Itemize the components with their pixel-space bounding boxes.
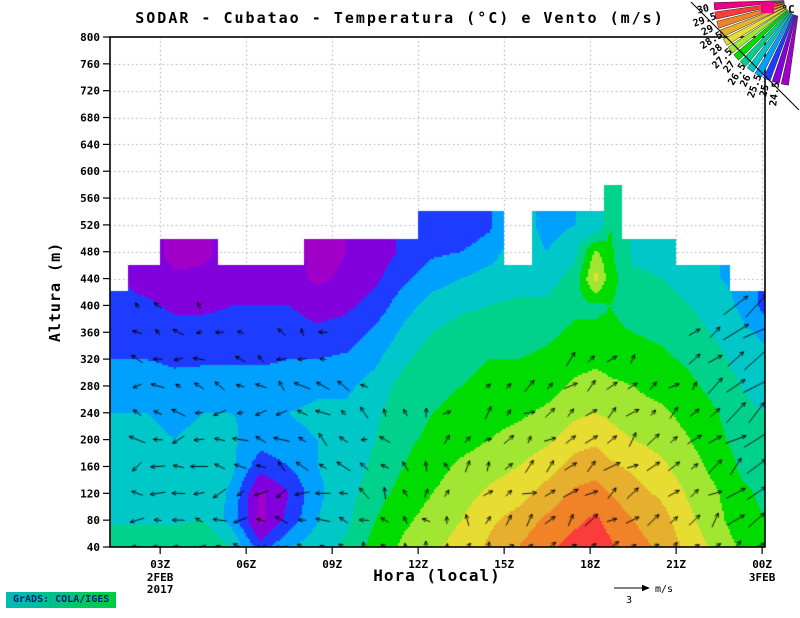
x-date-label: 2FEB [147, 571, 174, 584]
wind-reference-vector: 3 m/s [614, 584, 673, 606]
x-axis-title: Hora (local) [373, 566, 501, 585]
x-tick-label: 03Z [150, 558, 170, 571]
reference-value: 3 [626, 595, 632, 606]
y-axis-title: Altura (m) [46, 242, 64, 342]
legend-wedge [727, 8, 788, 54]
x-date-label: 3FEB [749, 571, 776, 584]
legend-unit-label: °C [781, 3, 794, 16]
legend-wedge [746, 12, 792, 73]
legend-boundary-line [690, 1, 800, 111]
legend-wedge [722, 6, 787, 46]
x-date-label: 2017 [147, 583, 174, 596]
legend-level-label: 24.5 [768, 81, 782, 106]
grads-stamp: GrADS: COLA/IGES [6, 592, 117, 608]
x-tick-label: 15Z [494, 558, 514, 571]
y-tick-label: 200 [80, 434, 100, 447]
legend-level-label: 25 [758, 84, 772, 98]
reference-arrow-head [642, 584, 650, 592]
y-tick-label: 240 [80, 407, 100, 420]
legend-wedge [739, 11, 791, 67]
legend-level-label: 29 [700, 23, 716, 38]
y-tick-label: 520 [80, 219, 100, 232]
x-tick-label: 18Z [580, 558, 600, 571]
plot-border [109, 36, 766, 548]
y-tick-label: 480 [80, 246, 100, 259]
y-tick-label: 560 [80, 192, 100, 205]
legend-wedge [733, 9, 789, 61]
chart-title: SODAR - Cubatao - Temperatura (°C) e Ven… [135, 9, 665, 27]
y-tick-label: 40 [87, 541, 100, 554]
legend-level-label: 26 [738, 73, 753, 89]
x-tick-label: 09Z [322, 558, 342, 571]
y-tick-label: 640 [80, 138, 100, 151]
x-tick-label: 12Z [408, 558, 428, 571]
legend-wedges [713, 0, 799, 86]
y-tick-label: 400 [80, 299, 100, 312]
reference-unit: m/s [655, 584, 673, 595]
legend-level-label: 30 [696, 3, 710, 16]
legend-wedge [780, 15, 799, 86]
y-tick-label: 80 [87, 514, 100, 527]
temperature-wind-field-canvas [110, 37, 765, 547]
y-tick-label: 120 [80, 487, 100, 500]
x-tick-label: 00Z [752, 558, 772, 571]
x-tick-label: 21Z [666, 558, 686, 571]
legend-top-swatch [761, 3, 774, 13]
y-tick-label: 360 [80, 326, 100, 339]
y-tick-label: 160 [80, 460, 100, 473]
y-tick-label: 280 [80, 380, 100, 393]
y-tick-label: 320 [80, 353, 100, 366]
legend-wedge [771, 14, 797, 84]
legend-wedge [713, 0, 785, 11]
y-tick-label: 760 [80, 58, 100, 71]
y-tick-label: 720 [80, 85, 100, 98]
y-tick-label: 600 [80, 165, 100, 178]
y-tick-label: 800 [80, 31, 100, 44]
y-axis-ticks: 40 80 120 160 200 240 280 320 360 400 440 480 520 560… [80, 31, 110, 554]
x-tick-label: 06Z [236, 558, 256, 571]
y-tick-label: 440 [80, 273, 100, 286]
y-tick-label: 680 [80, 112, 100, 125]
legend-wedge [754, 13, 794, 78]
